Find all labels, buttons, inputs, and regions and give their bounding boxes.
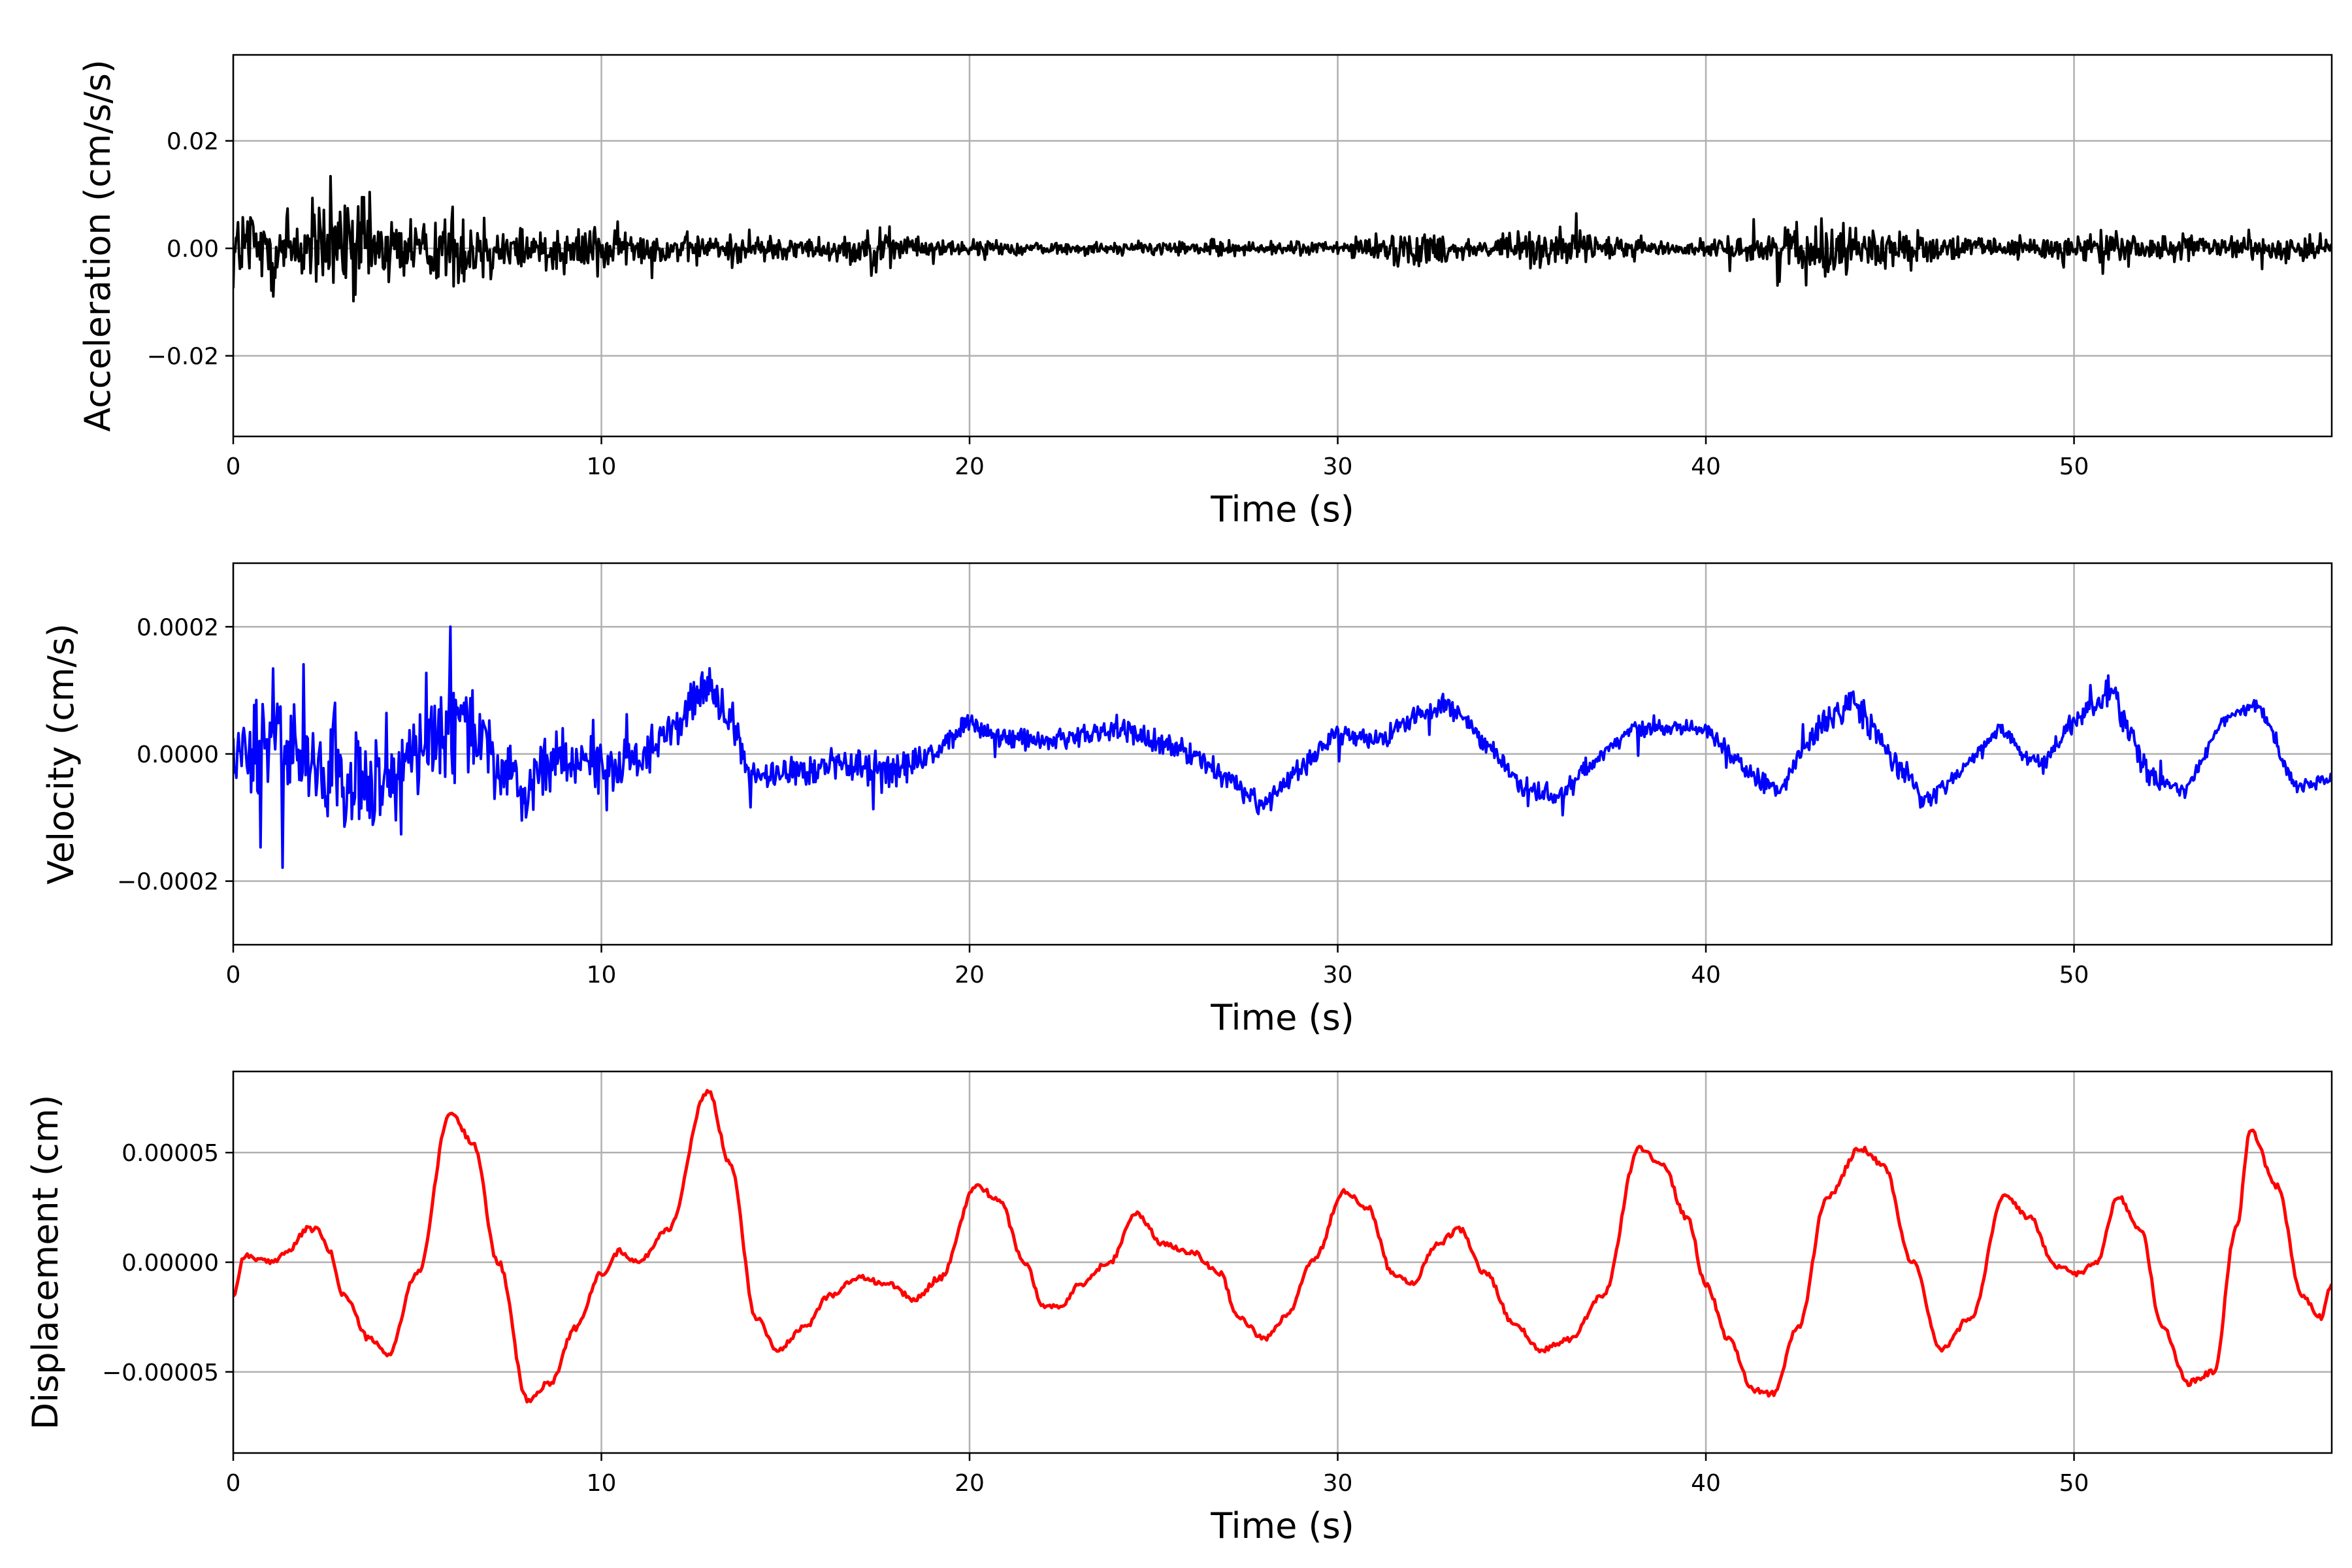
velocity-xaxis-label: Time (s) [1210,997,1354,1038]
displacement-xtick-label: 10 [587,1470,617,1497]
velocity-xtick-label: 0 [226,962,241,988]
velocity-xtick-label: 20 [955,962,985,988]
velocity-xtick-label: 30 [1323,962,1353,988]
velocity-xtick-label: 10 [587,962,617,988]
acceleration-xtick-label: 40 [1691,453,1721,480]
velocity-ytick-label: −0.0002 [117,869,219,896]
acceleration-panel: 0 10 20 30 40 50 −0.02 0.00 0.02 Time (s) Accelera… [77,54,2333,530]
velocity-ytick-label: 0.0002 [137,614,219,641]
displacement-xtick-label: 0 [226,1470,241,1497]
acceleration-xtick-label: 0 [226,453,241,480]
displacement-ytick-label: −0.00005 [102,1360,219,1386]
displacement-xtick-label: 50 [2059,1470,2089,1497]
displacement-xtick-label: 20 [955,1470,985,1497]
velocity-yaxis-label: Velocity (cm/s) [41,623,82,885]
displacement-xtick-label: 30 [1323,1470,1353,1497]
velocity-panel: 0 10 20 30 40 50 −0.0002 0.0000 0.0002 Time (s) Ve… [41,562,2333,1038]
velocity-series-line [233,625,2332,869]
displacement-ytick-label: 0.00005 [122,1140,219,1167]
velocity-xtick-label: 50 [2059,962,2089,988]
displacement-xtick-label: 40 [1691,1470,1721,1497]
displacement-yaxis-label: Displacement (cm) [25,1095,66,1430]
displacement-panel: 0 10 20 30 40 50 −0.00005 0.00000 0.00005 Time (s… [25,1070,2333,1546]
acceleration-xtick-label: 20 [955,453,985,480]
acceleration-ytick-label: 0.02 [167,129,219,155]
displacement-series-line [233,1088,2332,1404]
acceleration-yaxis-label: Acceleration (cm/s/s) [77,59,118,432]
acceleration-xtick-label: 50 [2059,453,2089,480]
acceleration-axes-frame [232,54,2333,438]
acceleration-xtick-label: 30 [1323,453,1353,480]
acceleration-ytick-label: 0.00 [167,236,219,263]
acceleration-xtick-label: 10 [587,453,617,480]
velocity-ytick-label: 0.0000 [137,742,219,768]
displacement-xaxis-label: Time (s) [1210,1505,1354,1546]
acceleration-ytick-label: −0.02 [147,344,219,370]
acceleration-series-line [233,174,2332,302]
displacement-ytick-label: 0.00000 [122,1250,219,1277]
velocity-xtick-label: 40 [1691,962,1721,988]
acceleration-xaxis-label: Time (s) [1210,489,1354,530]
